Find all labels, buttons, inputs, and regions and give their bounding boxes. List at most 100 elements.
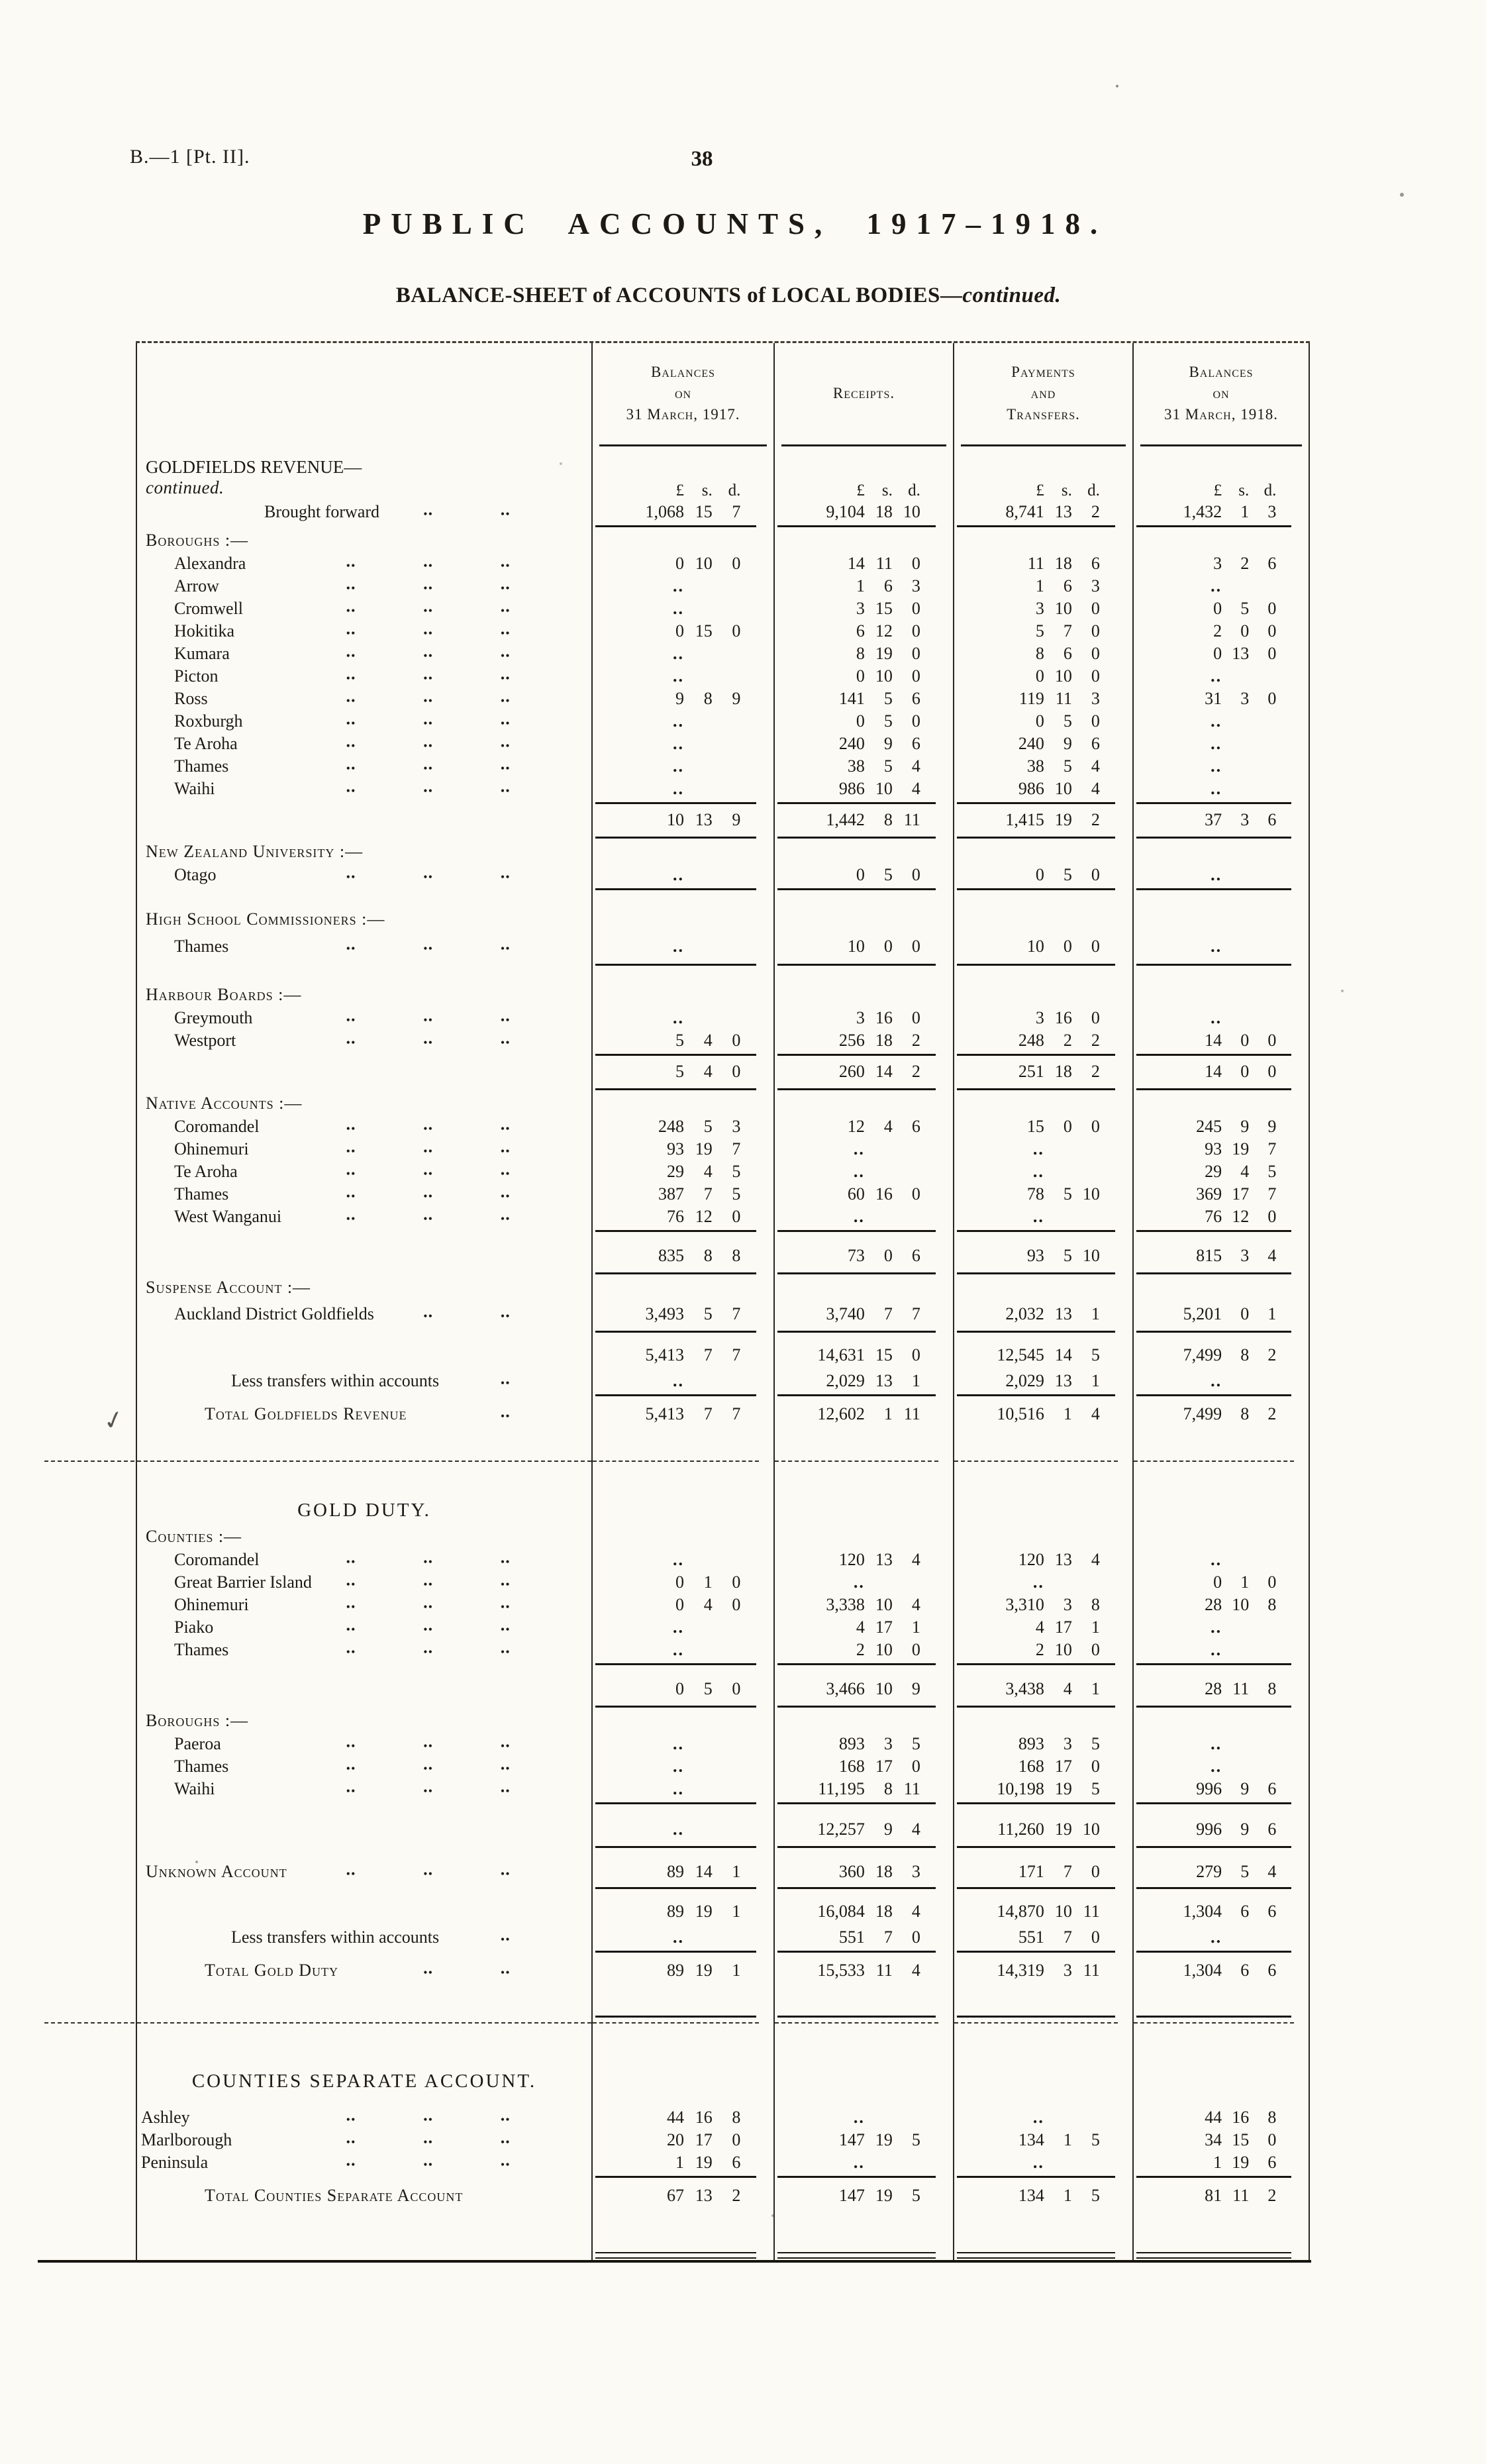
amount-shillings: 4: [703, 1031, 713, 1050]
leader-dots: ..: [500, 1615, 511, 1635]
money-cell: [773, 1987, 953, 2014]
table-row: .. 12,257 9 4 11,260 19 10 996 9 6: [136, 1815, 1310, 1844]
leader-dots: ..: [423, 1182, 434, 1202]
amount-pounds: 8: [1035, 644, 1044, 663]
leader-dots: ..: [500, 1368, 511, 1388]
leader-dots: ..: [500, 1637, 511, 1657]
table-row: Thames........ 38 5 4 38 5 4..: [136, 754, 1310, 778]
label-cell: Coromandel......: [136, 1114, 591, 1138]
double-rule: [957, 2252, 1115, 2259]
page-title: PUBLIC ACCOUNTS, 1917–1918.: [362, 207, 1108, 240]
amount-pounds: 260: [838, 1062, 865, 1081]
money-cell: [773, 1270, 953, 1276]
money-cell: [1132, 1806, 1310, 1815]
amount-pounds: 76: [667, 1207, 685, 1226]
balance-sheet-table: Balances on 31 March, 1917. Receipts. Paymen…: [38, 341, 1311, 2263]
amount-pence: 2: [1267, 2186, 1277, 2205]
nil-dots: ..: [1211, 756, 1222, 776]
amount-pence: 2: [1267, 1345, 1277, 1364]
amount-pence: 9: [911, 1679, 920, 1698]
amount-pence: 0: [1267, 2130, 1277, 2149]
money-cell: [953, 907, 1132, 931]
table-row: COUNTIES SEPARATE ACCOUNT.: [136, 2065, 1310, 2097]
nil-dots: ..: [673, 1734, 685, 1753]
leader-dots: ..: [346, 551, 356, 571]
money-cell: ..: [773, 1160, 953, 1183]
money-cell: ..: [591, 1007, 773, 1029]
amount-shillings: 8: [883, 1779, 893, 1798]
row-label: Ohinemuri: [174, 1595, 249, 1614]
rule-line: [595, 1088, 756, 1090]
money-cell: [953, 835, 1132, 840]
label-cell: Paeroa......: [136, 1731, 591, 1755]
money-cell: 240 9 6: [953, 733, 1132, 755]
amount-pence: 6: [1091, 554, 1100, 573]
table-row: [136, 1885, 1310, 1890]
amount-shillings: 9: [1240, 1820, 1250, 1839]
amount-pounds: 0: [856, 865, 865, 884]
currency-symbol: d.: [1263, 482, 1277, 499]
money-cell: 3 15 0: [773, 597, 953, 620]
leader-dots: ..: [500, 862, 511, 882]
label-cell: [136, 1661, 591, 1667]
rule-line: [1136, 801, 1291, 804]
label-cell: Waihi......: [136, 1776, 591, 1800]
label-cell: Counties :—: [136, 1525, 591, 1549]
rule-line: [957, 2015, 1115, 2018]
amount-pounds: 171: [1018, 1862, 1044, 1881]
table-row: Native Accounts :—: [136, 1092, 1310, 1115]
amount-pence: 7: [732, 1345, 741, 1364]
table-row: 10 13 9 1,442 8 11 1,415 19 2 37 3 6: [136, 805, 1310, 835]
nil-dots: ..: [1211, 1550, 1222, 1569]
amount-pence: 4: [911, 1550, 920, 1569]
amount-shillings: 15: [875, 599, 893, 618]
money-cell: [953, 1329, 1132, 1334]
amount-pounds: 134: [1018, 2186, 1044, 2205]
money-cell: Payments and Transfers.: [953, 343, 1132, 454]
row-label: Boroughs :—: [146, 531, 249, 550]
money-cell: 73 0 6: [773, 1241, 953, 1270]
row-label: Alexandra: [174, 554, 246, 573]
rule-line: [957, 525, 1115, 527]
rule-line: [957, 1053, 1115, 1056]
money-cell: [1132, 523, 1310, 529]
row-label: COUNTIES SEPARATE ACCOUNT.: [191, 2070, 537, 2092]
amount-shillings: 9: [883, 734, 893, 753]
money-cell: [773, 886, 953, 892]
amount-pounds: 1: [1213, 2153, 1222, 2172]
amount-shillings: 10: [875, 1595, 893, 1614]
amount-shillings: 3: [1240, 810, 1250, 829]
money-cell: 0 10 0: [591, 552, 773, 575]
amount-pence: 6: [1267, 1820, 1277, 1839]
money-cell: 147 19 5: [773, 2129, 953, 2151]
money-cell: [953, 1052, 1132, 1057]
table-row: Te Aroha........ 240 9 6 240 9 6..: [136, 731, 1310, 755]
amount-pounds: 81: [1205, 2186, 1222, 2205]
money-cell: [591, 1987, 773, 2014]
leader-dots: ..: [500, 1302, 511, 1321]
money-cell: [953, 1849, 1132, 1859]
row-label: Thames: [174, 1184, 229, 1204]
money-cell: ..: [773, 2106, 953, 2129]
money-cell: [953, 1525, 1132, 1549]
money-cell: 3,740 7 7: [773, 1300, 953, 1329]
amount-pounds: 0: [675, 1595, 685, 1614]
amount-pence: 4: [1091, 779, 1100, 798]
money-cell: 14 11 0: [773, 552, 953, 575]
money-cell: [1132, 2019, 1310, 2027]
table-row: West Wanganui...... 76 12 0.... 76 12 0: [136, 1204, 1310, 1228]
amount-shillings: 17: [875, 1617, 893, 1637]
label-cell: [136, 1815, 591, 1844]
column-header: Balances on 31 March, 1918.: [1134, 362, 1309, 436]
money-cell: [1132, 1709, 1310, 1733]
amount-pence: 7: [911, 1304, 920, 1323]
money-cell: ..: [591, 642, 773, 665]
currency-symbol: £: [1036, 482, 1044, 499]
table-row: Less transfers within accounts.... 551 7 0 5…: [136, 1925, 1310, 1949]
amount-pence: 4: [1267, 1862, 1277, 1881]
nil-dots: ..: [673, 711, 685, 731]
rule-line: [777, 1053, 936, 1056]
rule-line: [595, 1950, 756, 1953]
